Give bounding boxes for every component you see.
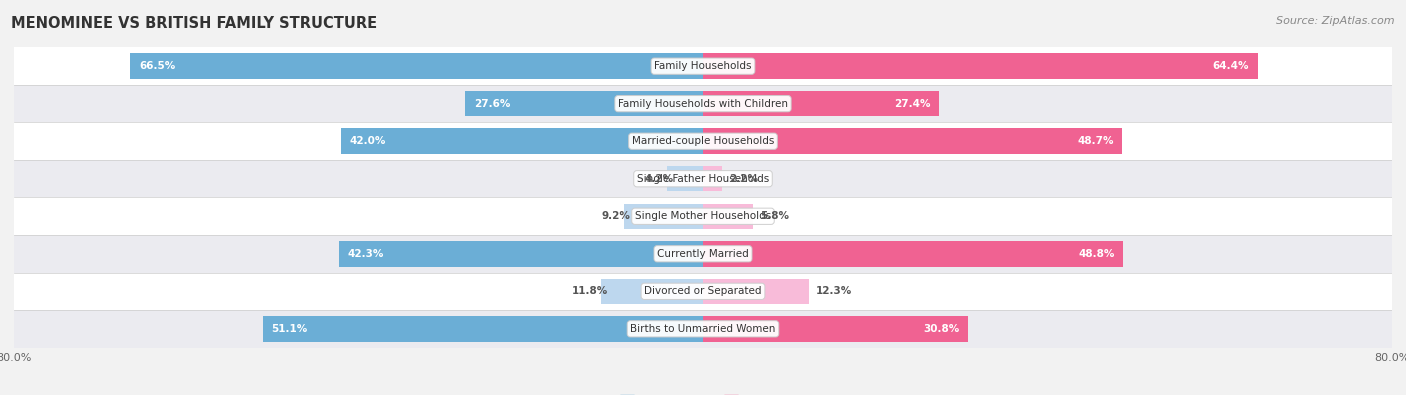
Bar	[465, 91, 703, 117]
Bar	[666, 166, 703, 192]
Text: 4.2%: 4.2%	[644, 174, 673, 184]
Text: Family Households with Children: Family Households with Children	[619, 99, 787, 109]
Bar	[263, 316, 703, 342]
Bar	[703, 278, 808, 304]
Text: 66.5%: 66.5%	[139, 61, 176, 71]
Bar	[14, 273, 1392, 310]
Bar	[602, 278, 703, 304]
Bar	[14, 235, 1392, 273]
Bar	[14, 122, 1392, 160]
Text: 48.7%: 48.7%	[1077, 136, 1114, 146]
Text: 48.8%: 48.8%	[1078, 249, 1115, 259]
Text: 9.2%: 9.2%	[602, 211, 631, 221]
Bar	[14, 160, 1392, 198]
Text: Single Mother Households: Single Mother Households	[636, 211, 770, 221]
Text: Source: ZipAtlas.com: Source: ZipAtlas.com	[1277, 16, 1395, 26]
Bar	[703, 166, 721, 192]
Bar	[703, 241, 1123, 267]
Bar	[703, 316, 969, 342]
Bar	[703, 203, 754, 229]
Text: Births to Unmarried Women: Births to Unmarried Women	[630, 324, 776, 334]
Text: Single Father Households: Single Father Households	[637, 174, 769, 184]
Bar	[131, 53, 703, 79]
Bar	[703, 91, 939, 117]
Text: 11.8%: 11.8%	[572, 286, 609, 296]
Text: 30.8%: 30.8%	[924, 324, 960, 334]
Text: Currently Married: Currently Married	[657, 249, 749, 259]
Text: 27.6%: 27.6%	[474, 99, 510, 109]
Bar	[703, 53, 1257, 79]
Bar	[624, 203, 703, 229]
Bar	[339, 241, 703, 267]
Text: 27.4%: 27.4%	[894, 99, 931, 109]
Text: Family Households: Family Households	[654, 61, 752, 71]
Text: 64.4%: 64.4%	[1212, 61, 1249, 71]
Bar	[14, 47, 1392, 85]
Text: 2.2%: 2.2%	[728, 174, 758, 184]
Bar	[14, 310, 1392, 348]
Bar	[342, 128, 703, 154]
Text: Divorced or Separated: Divorced or Separated	[644, 286, 762, 296]
Text: 42.0%: 42.0%	[350, 136, 387, 146]
Text: 51.1%: 51.1%	[271, 324, 308, 334]
Text: Married-couple Households: Married-couple Households	[631, 136, 775, 146]
Bar	[14, 198, 1392, 235]
Text: 5.8%: 5.8%	[759, 211, 789, 221]
Text: 12.3%: 12.3%	[815, 286, 852, 296]
Text: MENOMINEE VS BRITISH FAMILY STRUCTURE: MENOMINEE VS BRITISH FAMILY STRUCTURE	[11, 16, 377, 31]
Bar	[703, 128, 1122, 154]
Text: 42.3%: 42.3%	[347, 249, 384, 259]
Bar	[14, 85, 1392, 122]
